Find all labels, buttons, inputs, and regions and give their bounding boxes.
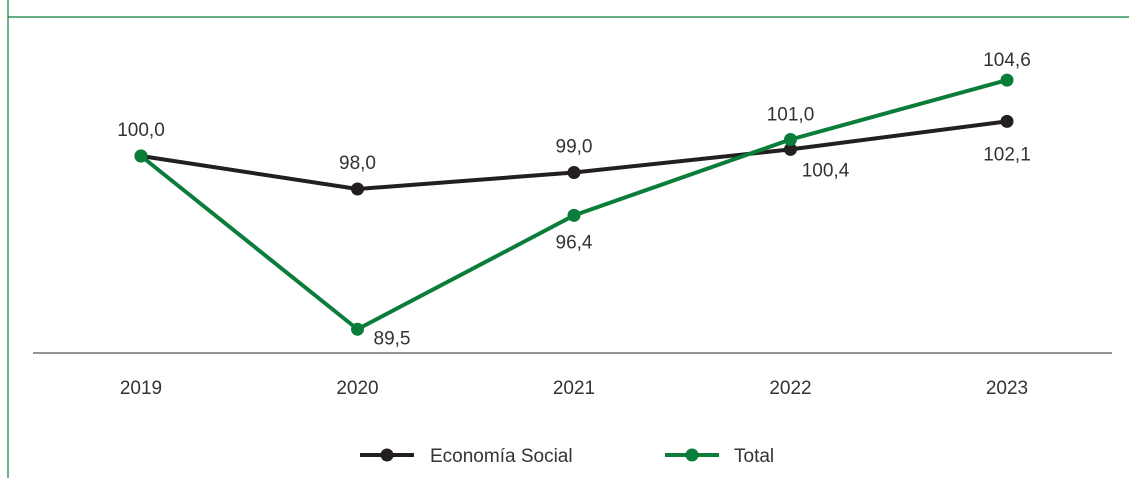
series-1-point [1000,73,1014,87]
series-0-point [567,166,581,179]
legend-label: Total [734,446,774,467]
series-line-1 [139,78,1008,332]
data-label: 99,0 [556,137,593,158]
legend-swatch-marker [380,448,394,462]
series-layer [134,73,1014,336]
x-tick-label: 2019 [120,378,162,399]
data-label: 96,4 [556,232,593,253]
chart-frame [7,0,1129,478]
data-label: 104,6 [983,50,1031,71]
legend-item-1: Total [665,446,774,467]
data-labels: 100,0 98,0 99,0 100,4 102,1 89,5 96,4 101,0 104,… [117,50,1031,349]
series-1-point [567,208,581,222]
legend-swatch-marker [685,448,699,462]
data-label: 98,0 [339,153,376,174]
series-0-point [1000,114,1014,128]
data-label: 102,1 [983,144,1031,165]
x-tick-label: 2021 [553,378,595,399]
data-label: 89,5 [374,328,411,349]
x-tick-label: 2020 [336,378,378,399]
series-0-point [351,182,364,196]
legend-item-0: Economía Social [360,446,573,467]
data-label: 100,4 [802,160,850,181]
series-1-point [351,322,364,336]
series-1-point [134,149,148,163]
x-tick-label: 2022 [769,378,811,399]
data-label: 100,0 [117,120,165,141]
series-0-point [784,142,797,156]
data-label: 101,0 [767,105,815,126]
x-axis: 2019 2020 2021 2022 2023 [33,352,1112,399]
x-tick-label: 2023 [986,378,1028,399]
legend: Economía Social Total [360,446,774,467]
legend-label: Economía Social [430,446,573,467]
series-1-point [784,133,797,146]
